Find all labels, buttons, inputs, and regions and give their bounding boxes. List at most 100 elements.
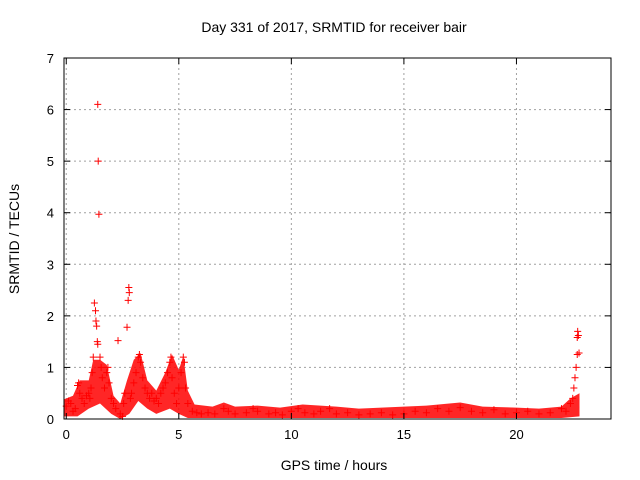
- data-point: [272, 409, 280, 417]
- data-point: [573, 351, 581, 359]
- x-tick-label: 5: [175, 427, 182, 442]
- data-point: [411, 407, 419, 415]
- plot-frame: [63, 57, 612, 420]
- data-point: [135, 351, 143, 359]
- data-point: [182, 384, 190, 392]
- data-point: [193, 409, 201, 417]
- data-point: [94, 340, 102, 348]
- data-point: [94, 157, 102, 165]
- dense-points-area: [64, 352, 580, 419]
- data-point: [128, 389, 136, 397]
- data-point: [242, 409, 250, 417]
- x-tick-label: 0: [63, 427, 70, 442]
- data-point: [445, 407, 453, 415]
- x-tick-label: 10: [284, 427, 298, 442]
- data-point: [148, 389, 156, 397]
- data-point: [177, 369, 185, 377]
- grid-lines: [64, 58, 611, 419]
- data-point: [132, 369, 140, 377]
- data-point: [104, 363, 112, 371]
- y-tick-label: 3: [47, 257, 54, 272]
- data-point: [114, 337, 122, 345]
- x-tick-label: 15: [397, 427, 411, 442]
- data-point: [167, 353, 175, 361]
- data-point: [95, 210, 103, 218]
- data-point: [355, 411, 363, 419]
- data-point: [121, 389, 129, 397]
- data-point: [80, 400, 88, 408]
- data-point: [175, 384, 183, 392]
- data-point: [434, 405, 442, 413]
- y-axis-ticks: 0 1 2 3 4 5 6 7: [47, 51, 611, 427]
- data-point: [155, 400, 163, 408]
- y-tick-label: 7: [47, 51, 54, 66]
- data-point: [310, 410, 318, 418]
- data-point: [168, 374, 176, 382]
- data-point: [570, 384, 578, 392]
- y-tick-label: 0: [47, 412, 54, 427]
- data-point: [366, 410, 374, 418]
- data-point: [85, 389, 93, 397]
- data-point: [265, 410, 273, 418]
- y-axis-label: SRMTID / TECUs: [6, 184, 22, 294]
- data-point: [294, 405, 302, 413]
- data-point: [164, 369, 172, 377]
- data-point: [204, 409, 212, 417]
- data-point: [254, 407, 262, 415]
- y-tick-label: 1: [47, 360, 54, 375]
- data-point: [574, 331, 582, 339]
- data-point: [76, 389, 84, 397]
- data-point: [86, 394, 94, 402]
- data-point: [501, 410, 509, 418]
- chart-title: Day 331 of 2017, SRMTID for receiver bai…: [201, 19, 467, 35]
- data-point: [130, 379, 138, 387]
- data-point: [105, 379, 113, 387]
- data-point: [103, 369, 111, 377]
- data-point: [456, 404, 464, 412]
- y-tick-label: 2: [47, 309, 54, 324]
- data-point: [173, 400, 181, 408]
- data-point: [75, 379, 83, 387]
- x-tick-label: 20: [509, 427, 523, 442]
- data-point: [157, 389, 165, 397]
- data-point: [180, 358, 188, 366]
- y-tick-label: 6: [47, 103, 54, 118]
- data-point: [220, 405, 228, 413]
- data-point: [224, 407, 232, 415]
- data-point: [139, 374, 147, 382]
- data-point: [107, 394, 115, 402]
- data-point: [278, 411, 286, 419]
- data-point: [571, 374, 579, 382]
- data-point: [159, 384, 167, 392]
- data-point: [98, 374, 106, 382]
- data-point: [557, 405, 565, 413]
- data-point: [124, 296, 132, 304]
- data-point: [97, 363, 105, 371]
- data-point: [166, 358, 174, 366]
- data-point: [184, 400, 192, 408]
- data-point: [575, 349, 583, 357]
- x-axis-ticks: 0 5 10 15 20: [63, 58, 524, 442]
- data-point: [546, 409, 554, 417]
- data-point: [152, 394, 160, 402]
- data-point: [146, 394, 154, 402]
- data-point: [92, 307, 100, 315]
- data-point: [344, 409, 352, 417]
- y-tick-label: 4: [47, 206, 54, 221]
- data-point: [87, 384, 95, 392]
- data-point: [389, 411, 397, 419]
- data-point: [137, 358, 145, 366]
- data-point: [126, 394, 134, 402]
- data-point: [422, 409, 430, 417]
- y-tick-label: 5: [47, 154, 54, 169]
- data-point: [71, 405, 79, 413]
- data-point: [123, 323, 131, 331]
- data-points: [62, 100, 583, 420]
- data-point: [188, 407, 196, 415]
- data-point: [110, 400, 118, 408]
- data-point: [332, 410, 340, 418]
- data-point: [90, 299, 98, 307]
- data-point: [317, 407, 325, 415]
- data-point: [301, 409, 309, 417]
